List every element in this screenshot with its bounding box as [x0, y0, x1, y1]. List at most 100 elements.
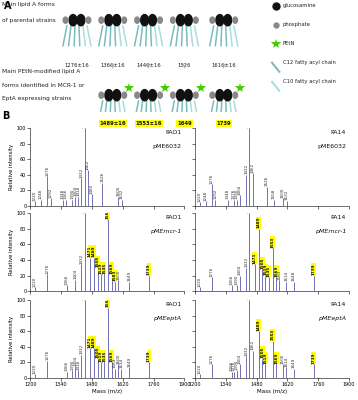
Text: 1276: 1276	[45, 263, 49, 274]
Text: 1376: 1376	[232, 189, 236, 199]
Ellipse shape	[224, 90, 232, 101]
Text: 1649: 1649	[177, 121, 192, 126]
Text: 1489: 1489	[257, 217, 261, 228]
Text: 1404: 1404	[73, 356, 77, 366]
Ellipse shape	[149, 90, 156, 101]
Text: 1446: 1446	[247, 203, 251, 213]
Text: 1471: 1471	[88, 246, 92, 257]
Text: B: B	[2, 111, 9, 121]
Text: 1519: 1519	[98, 351, 103, 362]
Ellipse shape	[105, 90, 113, 101]
Text: 1446: 1446	[83, 203, 87, 213]
Text: 1390: 1390	[235, 360, 239, 370]
Text: 1404: 1404	[238, 265, 242, 275]
Ellipse shape	[194, 92, 198, 98]
Text: 1432: 1432	[244, 257, 248, 268]
Text: 1462: 1462	[251, 162, 255, 173]
Text: 1614: 1614	[120, 358, 124, 368]
Ellipse shape	[184, 90, 192, 101]
Text: 1404: 1404	[238, 184, 242, 195]
Text: 1220: 1220	[198, 363, 202, 374]
Text: PAO1: PAO1	[165, 130, 181, 134]
Text: 1553: 1553	[106, 208, 110, 219]
Text: 1462: 1462	[251, 340, 255, 350]
Text: pME6032: pME6032	[152, 144, 181, 149]
Text: 1535: 1535	[102, 262, 106, 274]
Text: 1220: 1220	[33, 190, 37, 201]
Ellipse shape	[158, 17, 162, 23]
Text: 1446: 1446	[83, 290, 87, 300]
Ellipse shape	[224, 14, 232, 26]
Text: 1600: 1600	[281, 353, 285, 364]
Text: 1600: 1600	[281, 188, 285, 198]
X-axis label: Mass (m/z): Mass (m/z)	[257, 388, 287, 394]
Text: 1432: 1432	[79, 167, 83, 178]
Text: 1489±16: 1489±16	[100, 121, 126, 126]
Ellipse shape	[99, 92, 104, 98]
Text: 1505: 1505	[96, 347, 100, 358]
Text: 1553±16: 1553±16	[135, 121, 162, 126]
Text: C10 fatty acyl chain: C10 fatty acyl chain	[283, 79, 336, 84]
Ellipse shape	[210, 17, 214, 23]
Text: 1526: 1526	[100, 172, 104, 182]
Text: 1553: 1553	[271, 329, 275, 340]
Text: 1739: 1739	[147, 264, 151, 275]
Text: 1390: 1390	[235, 189, 239, 199]
Text: 1276: 1276	[45, 350, 49, 360]
Text: 1248: 1248	[204, 191, 208, 201]
Text: 1535: 1535	[267, 266, 271, 277]
Y-axis label: Relative intensity: Relative intensity	[9, 144, 14, 190]
Text: 1446: 1446	[83, 118, 87, 128]
Text: pMEmcr-1: pMEmcr-1	[315, 229, 346, 234]
Text: 1366: 1366	[65, 361, 69, 371]
Text: 1418: 1418	[76, 360, 81, 370]
Text: 1614: 1614	[284, 271, 288, 282]
Text: 1553: 1553	[106, 296, 110, 308]
Text: A: A	[4, 1, 11, 11]
Text: 1220: 1220	[33, 276, 37, 287]
Ellipse shape	[99, 17, 104, 23]
Text: 1404: 1404	[238, 354, 242, 364]
Text: 1583: 1583	[113, 270, 117, 282]
Text: 1739: 1739	[217, 121, 231, 126]
Text: 1489: 1489	[92, 246, 96, 257]
Text: 1471: 1471	[253, 252, 257, 264]
Text: 1649: 1649	[292, 358, 296, 368]
Text: 1569: 1569	[274, 265, 278, 277]
Text: 1292: 1292	[213, 189, 217, 199]
Text: 1526: 1526	[265, 176, 269, 186]
Text: 1390: 1390	[70, 189, 74, 199]
Text: pMEeptA: pMEeptA	[318, 316, 346, 321]
Text: 1418: 1418	[76, 186, 81, 196]
Text: 1404: 1404	[73, 269, 77, 279]
Text: 1471: 1471	[88, 336, 92, 348]
Ellipse shape	[113, 14, 121, 26]
Text: 1505: 1505	[260, 258, 264, 269]
Text: 1366±16: 1366±16	[101, 63, 125, 68]
Text: 1519: 1519	[98, 262, 103, 274]
Text: 1569: 1569	[274, 352, 278, 364]
Text: 1220: 1220	[198, 191, 202, 202]
Ellipse shape	[194, 17, 198, 23]
Text: 1632: 1632	[285, 190, 289, 200]
Text: 1600: 1600	[116, 353, 120, 364]
Ellipse shape	[141, 14, 149, 26]
Text: 1276: 1276	[45, 166, 49, 176]
Text: pME6032: pME6032	[317, 144, 346, 149]
Text: 1535: 1535	[102, 351, 106, 362]
Text: PAO1: PAO1	[165, 302, 181, 306]
Text: 1276: 1276	[210, 173, 214, 184]
Ellipse shape	[233, 17, 238, 23]
Text: Main lipid A forms: Main lipid A forms	[2, 2, 55, 7]
Ellipse shape	[122, 92, 127, 98]
Ellipse shape	[184, 14, 192, 26]
Text: PA14: PA14	[330, 130, 346, 134]
Text: 1739: 1739	[147, 350, 151, 362]
Text: 1569: 1569	[110, 351, 113, 362]
Text: 1376: 1376	[232, 361, 236, 371]
Ellipse shape	[216, 90, 224, 101]
Ellipse shape	[105, 14, 113, 26]
Text: 1390: 1390	[235, 274, 239, 284]
Y-axis label: Relative intensity: Relative intensity	[9, 229, 14, 275]
Text: 1616±16: 1616±16	[211, 63, 236, 68]
